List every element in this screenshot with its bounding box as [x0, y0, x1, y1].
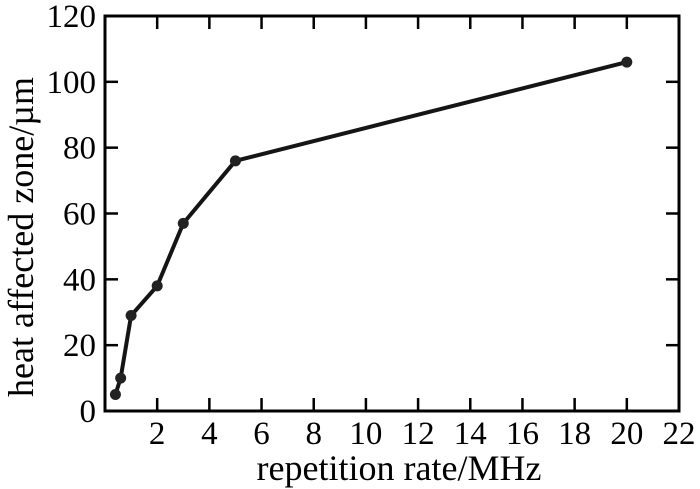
y-tick-label: 40	[63, 262, 96, 298]
x-tick-label: 18	[558, 416, 591, 452]
x-tick-label: 16	[506, 416, 539, 452]
x-tick-label: 2	[149, 416, 166, 452]
data-point-marker	[109, 389, 121, 401]
x-tick-label: 12	[402, 416, 435, 452]
y-axis-title: heat affected zone/µm	[1, 77, 41, 397]
x-axis-title: repetition rate/MHz	[257, 448, 542, 488]
y-tick-label: 20	[63, 328, 96, 364]
plot-frame-layer	[103, 14, 681, 413]
y-tick-label: 60	[63, 197, 96, 233]
axis-ticks-layer	[106, 17, 678, 410]
x-tick-label: 14	[454, 416, 487, 452]
x-tick-label: 4	[201, 416, 218, 452]
y-tick-label: 100	[47, 65, 97, 101]
data-point-marker	[621, 56, 633, 68]
data-series-layer	[109, 56, 633, 401]
data-point-marker	[177, 217, 189, 229]
x-tick-label: 20	[610, 416, 643, 452]
y-tick-label: 120	[47, 0, 97, 35]
tick-labels-layer: 2 4 6 8 10 12 14 16 18 20 22 0 20 40 60 80 100 120	[47, 0, 696, 452]
x-tick-label: 22	[663, 416, 696, 452]
x-tick-label: 10	[349, 416, 382, 452]
y-tick-label: 0	[80, 394, 97, 430]
y-tick-label: 80	[63, 131, 96, 167]
data-point-marker	[115, 372, 127, 384]
data-point-marker	[229, 155, 241, 167]
x-tick-label: 8	[305, 416, 322, 452]
data-point-marker	[151, 280, 163, 292]
data-point-marker	[125, 310, 137, 322]
x-tick-label: 6	[253, 416, 270, 452]
plot-border	[103, 14, 681, 413]
